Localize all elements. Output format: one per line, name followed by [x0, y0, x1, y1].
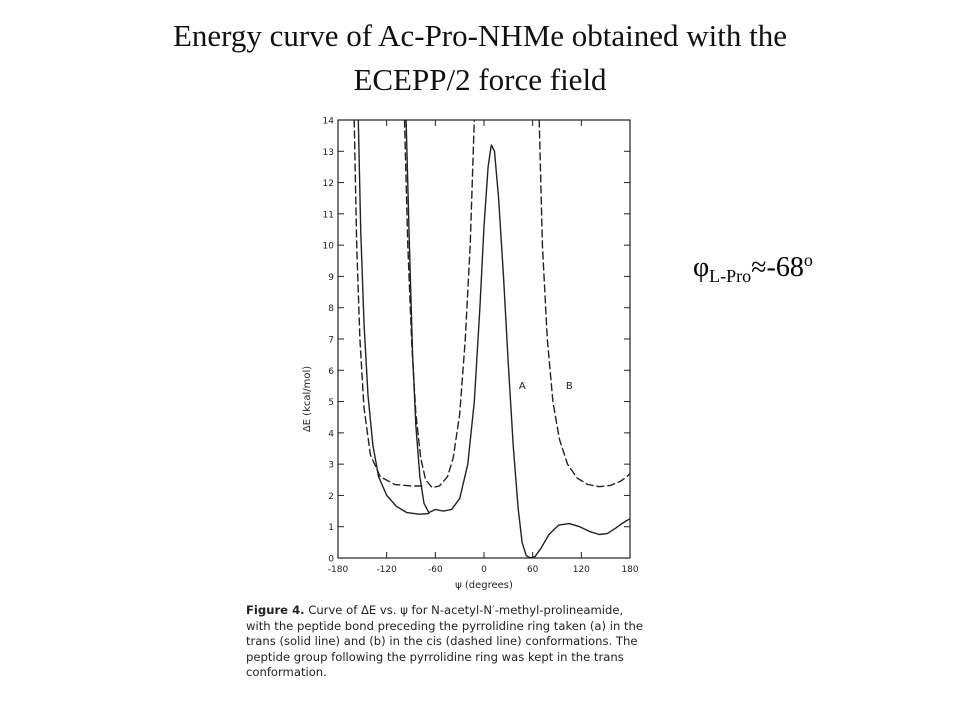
y-tick-label: 9	[328, 273, 334, 283]
phi-relation: ≈-68	[751, 252, 804, 283]
y-tick-label: 12	[323, 179, 334, 189]
slide-title-line-2: ECEPP/2 force field	[353, 62, 607, 97]
slide-title: Energy curve of Ac-Pro-NHMe obtained wit…	[40, 14, 920, 102]
series-layer	[353, 120, 630, 558]
y-tick-label: 2	[328, 492, 334, 502]
series-a-solid-line-2	[405, 120, 630, 558]
phi-superscript: o	[803, 250, 813, 270]
x-tick-label: -120	[376, 565, 397, 575]
caption-figure-label: Figure 4.	[246, 603, 305, 617]
caption-line-3: trans (solid line) and (b) in the cis (d…	[246, 634, 638, 649]
phi-angle-annotation: φL-Pro≈-68o	[693, 250, 813, 287]
caption-line-2: with the peptide bond preceding the pyrr…	[246, 618, 644, 633]
curve-label-b: B	[566, 381, 573, 392]
phi-symbol: φ	[693, 252, 710, 283]
plot-frame	[337, 119, 631, 559]
y-tick-label: 11	[323, 210, 334, 220]
plot-area-border	[337, 119, 631, 559]
y-tick-label: 1	[328, 523, 334, 533]
y-tick-label: 3	[328, 461, 334, 471]
x-tick-label: -60	[428, 565, 443, 575]
series-b-dashed-line-3	[538, 120, 630, 488]
caption-line-1: Figure 4. Curve of ΔE vs. ψ for N-acetyl…	[246, 603, 666, 619]
y-axis-label: ΔE (kcal/mol)	[302, 366, 313, 432]
x-tick-label: -180	[328, 565, 349, 575]
y-tick-label: 8	[328, 304, 334, 314]
x-axis-label: ψ (degrees)	[455, 580, 513, 591]
series-b-dashed-line-1	[353, 120, 427, 487]
caption-line-4: peptide group following the pyrrolidine …	[246, 649, 624, 664]
x-tick-label: 180	[621, 565, 638, 575]
y-tick-label: 10	[323, 242, 335, 252]
y-tick-label: 0	[328, 555, 334, 565]
y-tick-label: 13	[323, 148, 334, 158]
curve-label-a: A	[519, 381, 526, 392]
phi-subscript: L-Pro	[709, 266, 752, 286]
x-tick-label: 120	[573, 565, 590, 575]
y-tick-label: 6	[328, 367, 334, 377]
y-tick-label: 7	[328, 336, 334, 346]
caption-line-5: conformation.	[246, 665, 327, 680]
y-tick-label: 14	[323, 117, 335, 127]
x-tick-label: 0	[481, 565, 487, 575]
series-a-solid-line-1	[357, 120, 430, 515]
figure-caption: Figure 4. Curve of ΔE vs. ψ for N-acetyl…	[246, 603, 666, 681]
x-tick-label: 60	[527, 565, 539, 575]
y-tick-label: 4	[328, 429, 334, 439]
series-b-dashed-line-2	[403, 120, 475, 489]
slide-title-line-1: Energy curve of Ac-Pro-NHMe obtained wit…	[172, 18, 788, 53]
y-tick-label: 5	[328, 398, 334, 408]
caption-text-1: Curve of ΔE vs. ψ for N-acetyl-N′-methyl…	[308, 603, 624, 617]
